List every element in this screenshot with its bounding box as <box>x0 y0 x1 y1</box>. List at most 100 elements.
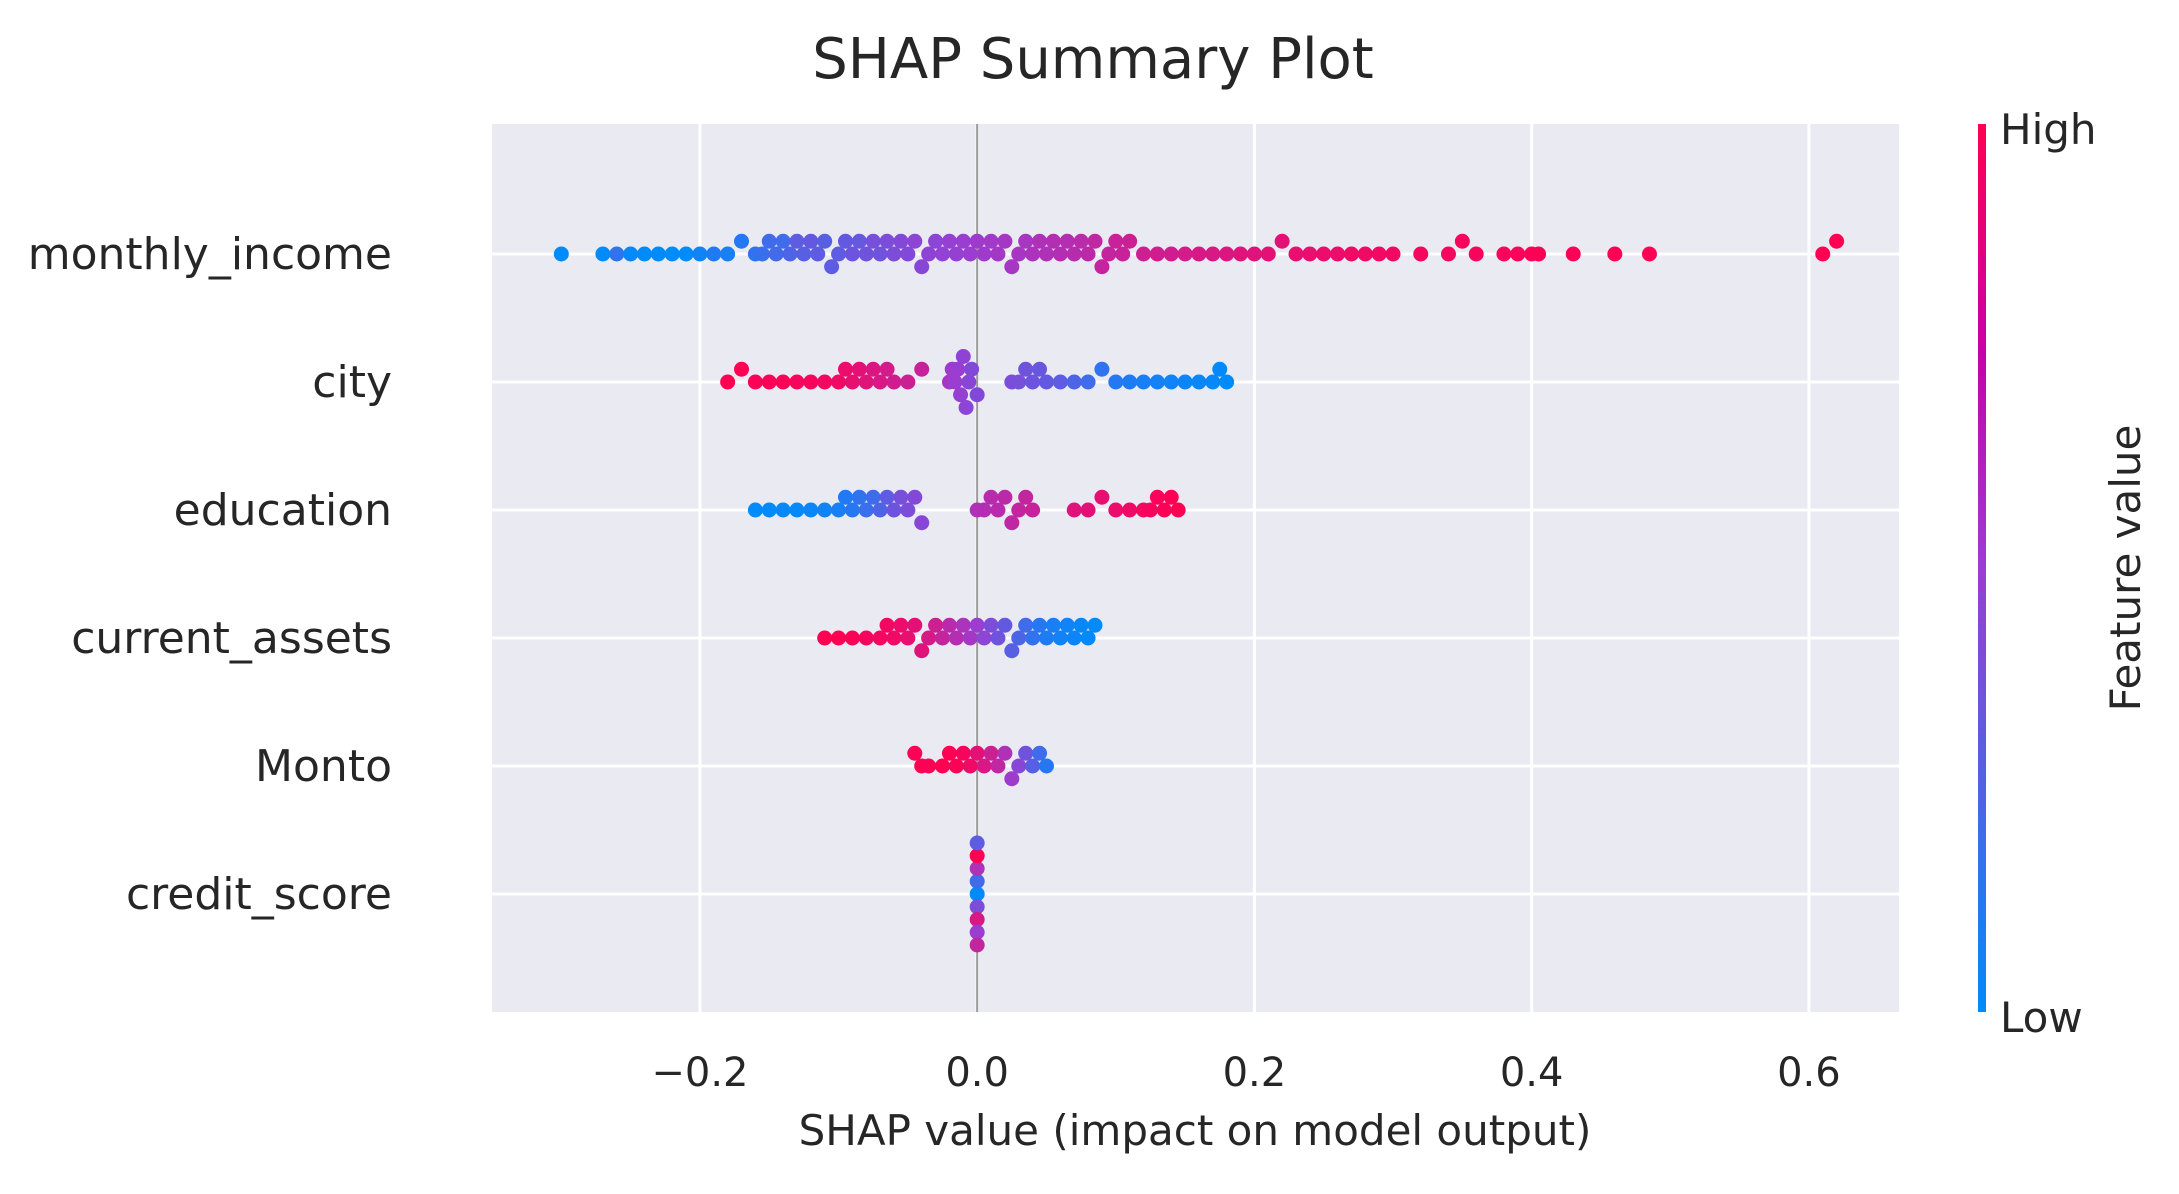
shap-point <box>1059 617 1075 633</box>
shap-point <box>1274 233 1290 249</box>
shap-point <box>1829 233 1845 249</box>
shap-point <box>969 924 985 940</box>
shap-point <box>734 361 750 377</box>
shap-point <box>636 246 652 262</box>
shap-point <box>831 374 847 390</box>
shap-point <box>1025 246 1041 262</box>
shap-point <box>595 246 611 262</box>
shap-point <box>1122 374 1138 390</box>
x-tick-label: 0.6 <box>1777 1050 1841 1096</box>
shap-point <box>886 630 902 646</box>
shap-point <box>817 374 833 390</box>
shap-point <box>844 502 860 518</box>
shap-point <box>872 630 888 646</box>
shap-point <box>964 361 980 377</box>
shap-point <box>886 502 902 518</box>
shap-point <box>1025 374 1041 390</box>
shap-point <box>761 233 777 249</box>
shap-point <box>1163 489 1179 505</box>
shap-point <box>803 502 819 518</box>
shap-point <box>997 233 1013 249</box>
shap-point <box>1045 617 1061 633</box>
shap-point <box>1149 246 1165 262</box>
shap-point <box>955 617 971 633</box>
x-tick-label: 0.4 <box>1500 1050 1564 1096</box>
shap-point <box>983 233 999 249</box>
shap-point <box>1080 630 1096 646</box>
shap-point <box>1066 246 1082 262</box>
shap-point <box>1205 374 1221 390</box>
shap-point <box>941 233 957 249</box>
shap-point <box>678 246 694 262</box>
shap-point <box>1219 374 1235 390</box>
shap-point <box>955 349 971 364</box>
shap-point <box>928 233 944 249</box>
shap-point <box>1018 745 1034 761</box>
shap-point <box>983 617 999 633</box>
shap-point <box>1038 758 1054 774</box>
shap-point <box>1108 374 1124 390</box>
shap-point <box>1094 361 1110 377</box>
colorbar-high-label: High <box>2000 105 2097 154</box>
shap-point <box>928 617 944 633</box>
shap-point <box>761 374 777 390</box>
shap-point <box>914 643 930 659</box>
shap-point <box>1011 630 1027 646</box>
shap-point <box>900 246 916 262</box>
shap-point <box>935 630 951 646</box>
shap-point <box>1025 502 1041 518</box>
x-axis-label: SHAP value (impact on model output) <box>799 1106 1592 1155</box>
shap-point <box>1219 246 1235 262</box>
shap-point <box>817 233 833 249</box>
shap-point <box>1108 233 1124 249</box>
shap-point <box>844 246 860 262</box>
shap-point <box>900 630 916 646</box>
shap-point <box>1052 630 1068 646</box>
shap-point <box>907 745 923 761</box>
colorbar-low-label: Low <box>2000 993 2083 1042</box>
shap-point <box>962 246 978 262</box>
shap-point <box>1011 502 1027 518</box>
feature-label: monthly_income <box>28 229 392 280</box>
shap-point <box>837 361 853 377</box>
shap-point <box>1066 630 1082 646</box>
shap-point <box>789 233 805 249</box>
shap-point <box>941 745 957 761</box>
shap-point <box>1205 246 1221 262</box>
shap-point <box>948 758 964 774</box>
shap-point <box>872 374 888 390</box>
plot-area <box>492 124 1899 1012</box>
shap-point <box>1156 502 1172 518</box>
shap-point <box>831 246 847 262</box>
shap-point <box>1032 233 1048 249</box>
shap-point <box>914 515 930 531</box>
shap-point <box>810 246 826 262</box>
shap-point <box>914 259 930 275</box>
shap-point <box>1510 246 1526 262</box>
shap-point <box>1032 361 1048 377</box>
shap-point <box>789 374 805 390</box>
shap-point <box>1149 374 1165 390</box>
shap-point <box>1815 246 1831 262</box>
shap-point <box>872 502 888 518</box>
shap-point <box>1357 246 1373 262</box>
feature-label: current_assets <box>71 613 392 664</box>
shap-point <box>914 361 930 377</box>
shap-point <box>837 233 853 249</box>
shap-point <box>1094 489 1110 505</box>
shap-point <box>837 489 853 505</box>
shap-point <box>872 246 888 262</box>
shap-point <box>990 246 1006 262</box>
shap-point <box>1052 374 1068 390</box>
shap-point <box>761 502 777 518</box>
shap-point <box>1025 630 1041 646</box>
x-tick-label: 0.2 <box>1223 1050 1287 1096</box>
shap-point <box>997 745 1013 761</box>
shap-point <box>907 489 923 505</box>
shap-point <box>747 374 763 390</box>
shap-point <box>1045 233 1061 249</box>
shap-point <box>609 246 625 262</box>
colorbar-title: Feature value <box>2101 425 2150 712</box>
